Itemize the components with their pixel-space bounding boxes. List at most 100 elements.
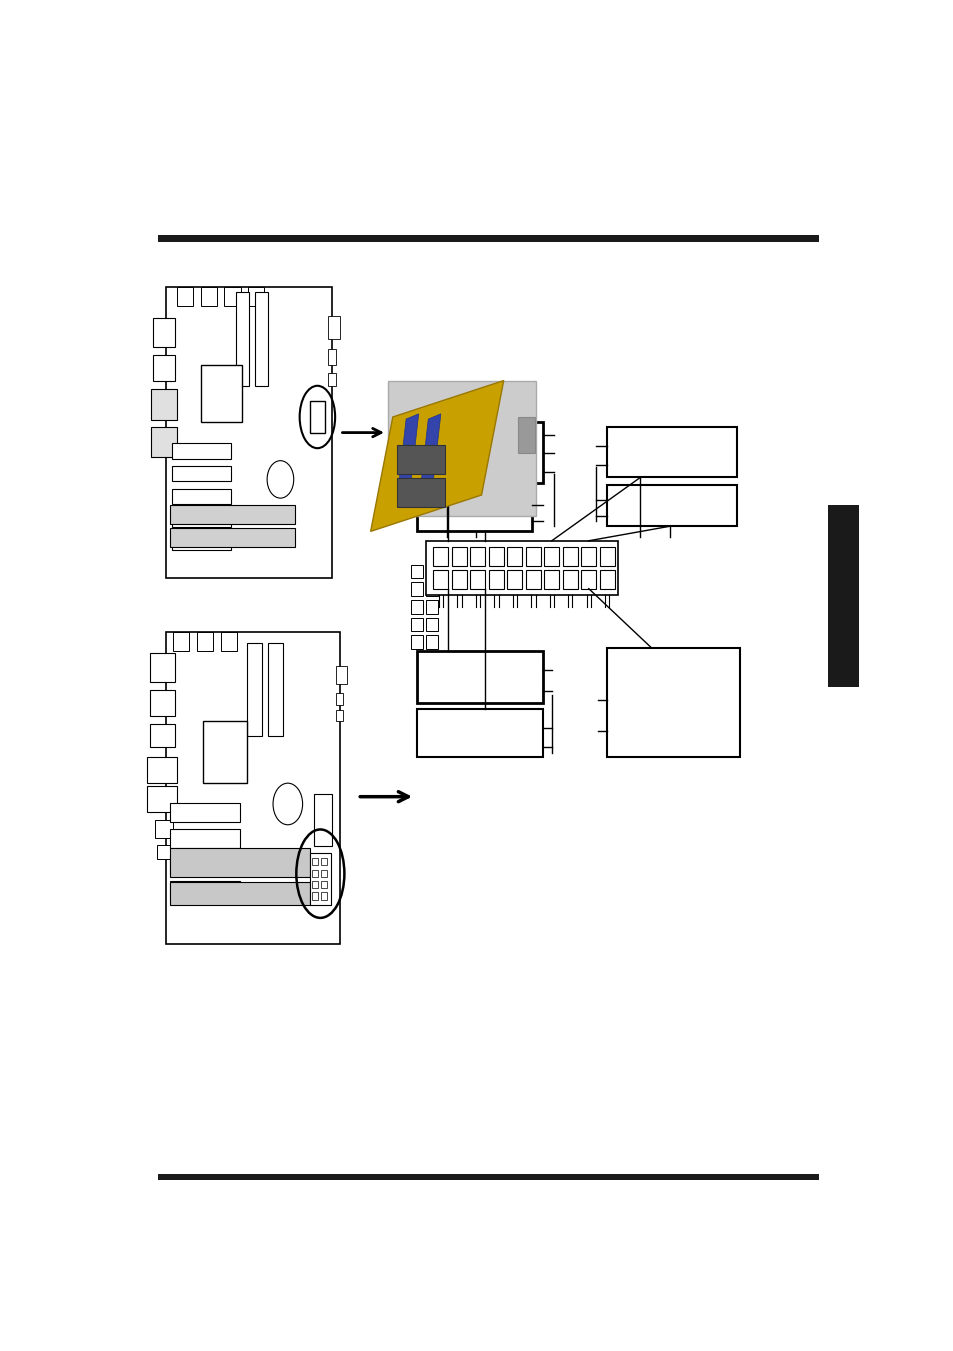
Bar — [312, 858, 317, 866]
Bar — [201, 365, 242, 422]
Bar — [525, 570, 540, 589]
Bar — [254, 292, 268, 386]
Bar — [396, 444, 444, 474]
Bar — [335, 693, 343, 705]
Bar — [426, 540, 618, 594]
Bar — [173, 632, 190, 651]
Bar — [328, 373, 335, 386]
Bar — [426, 582, 437, 596]
Bar — [312, 881, 317, 888]
Bar — [387, 381, 535, 516]
Bar — [170, 855, 239, 874]
Bar — [411, 582, 423, 596]
Bar — [172, 535, 231, 550]
Bar — [170, 830, 239, 847]
Bar — [544, 570, 558, 589]
Bar — [599, 570, 614, 589]
Bar — [248, 286, 264, 305]
Bar — [426, 600, 437, 613]
Bar — [321, 893, 327, 900]
Bar — [170, 881, 239, 900]
Polygon shape — [398, 413, 418, 485]
Bar — [247, 643, 262, 736]
Bar — [411, 617, 423, 631]
Bar — [411, 600, 423, 613]
Bar — [157, 235, 819, 242]
Bar — [172, 466, 231, 481]
Bar — [606, 485, 736, 526]
Bar — [335, 666, 347, 685]
Bar — [580, 547, 596, 566]
Bar — [452, 570, 466, 589]
Bar — [321, 881, 327, 888]
Bar — [312, 893, 317, 900]
Bar — [826, 505, 858, 688]
Bar — [150, 653, 175, 682]
Bar — [518, 417, 535, 454]
Bar — [328, 316, 339, 339]
Bar — [157, 844, 172, 859]
Bar — [154, 820, 173, 838]
Bar — [166, 632, 339, 944]
Bar — [321, 858, 327, 866]
Bar — [170, 882, 310, 905]
Bar — [416, 422, 542, 482]
Bar — [170, 528, 294, 547]
Bar — [599, 547, 614, 566]
Bar — [411, 635, 423, 648]
Bar — [416, 709, 542, 757]
Bar — [606, 427, 736, 477]
Bar — [152, 317, 174, 347]
Bar — [416, 651, 542, 703]
Bar — [525, 547, 540, 566]
Bar — [172, 512, 231, 527]
Bar — [433, 547, 448, 566]
Bar — [170, 802, 239, 821]
Circle shape — [267, 461, 294, 499]
Bar — [328, 350, 335, 365]
Bar — [172, 443, 231, 458]
Bar — [507, 547, 521, 566]
Bar — [416, 488, 531, 531]
Bar — [268, 643, 282, 736]
Bar — [562, 547, 577, 566]
Bar — [310, 401, 324, 432]
Bar — [470, 570, 485, 589]
Bar — [314, 793, 332, 846]
Bar — [335, 711, 343, 720]
Bar — [426, 617, 437, 631]
Bar — [147, 786, 176, 812]
Bar — [176, 286, 193, 305]
Bar — [312, 870, 317, 877]
Bar — [321, 870, 327, 877]
Bar — [488, 547, 503, 566]
Bar — [151, 427, 176, 457]
Bar — [200, 286, 216, 305]
Bar — [220, 632, 236, 651]
Bar — [224, 286, 240, 305]
Bar — [151, 389, 176, 420]
Bar — [470, 547, 485, 566]
Polygon shape — [420, 413, 440, 485]
Bar — [235, 292, 249, 386]
Bar — [152, 354, 174, 381]
Polygon shape — [370, 381, 503, 531]
Circle shape — [273, 784, 302, 824]
Bar — [433, 570, 448, 589]
Bar — [452, 547, 466, 566]
Bar — [150, 724, 175, 747]
Bar — [562, 570, 577, 589]
Bar — [170, 505, 294, 524]
Bar — [606, 648, 740, 757]
Bar — [203, 720, 247, 784]
Bar — [170, 847, 310, 877]
Bar — [488, 570, 503, 589]
Bar — [580, 570, 596, 589]
Bar — [396, 478, 444, 508]
Bar — [411, 565, 423, 578]
Bar — [310, 852, 331, 905]
Bar — [150, 689, 175, 716]
Bar — [157, 1174, 819, 1179]
Bar — [426, 565, 437, 578]
Bar — [507, 570, 521, 589]
